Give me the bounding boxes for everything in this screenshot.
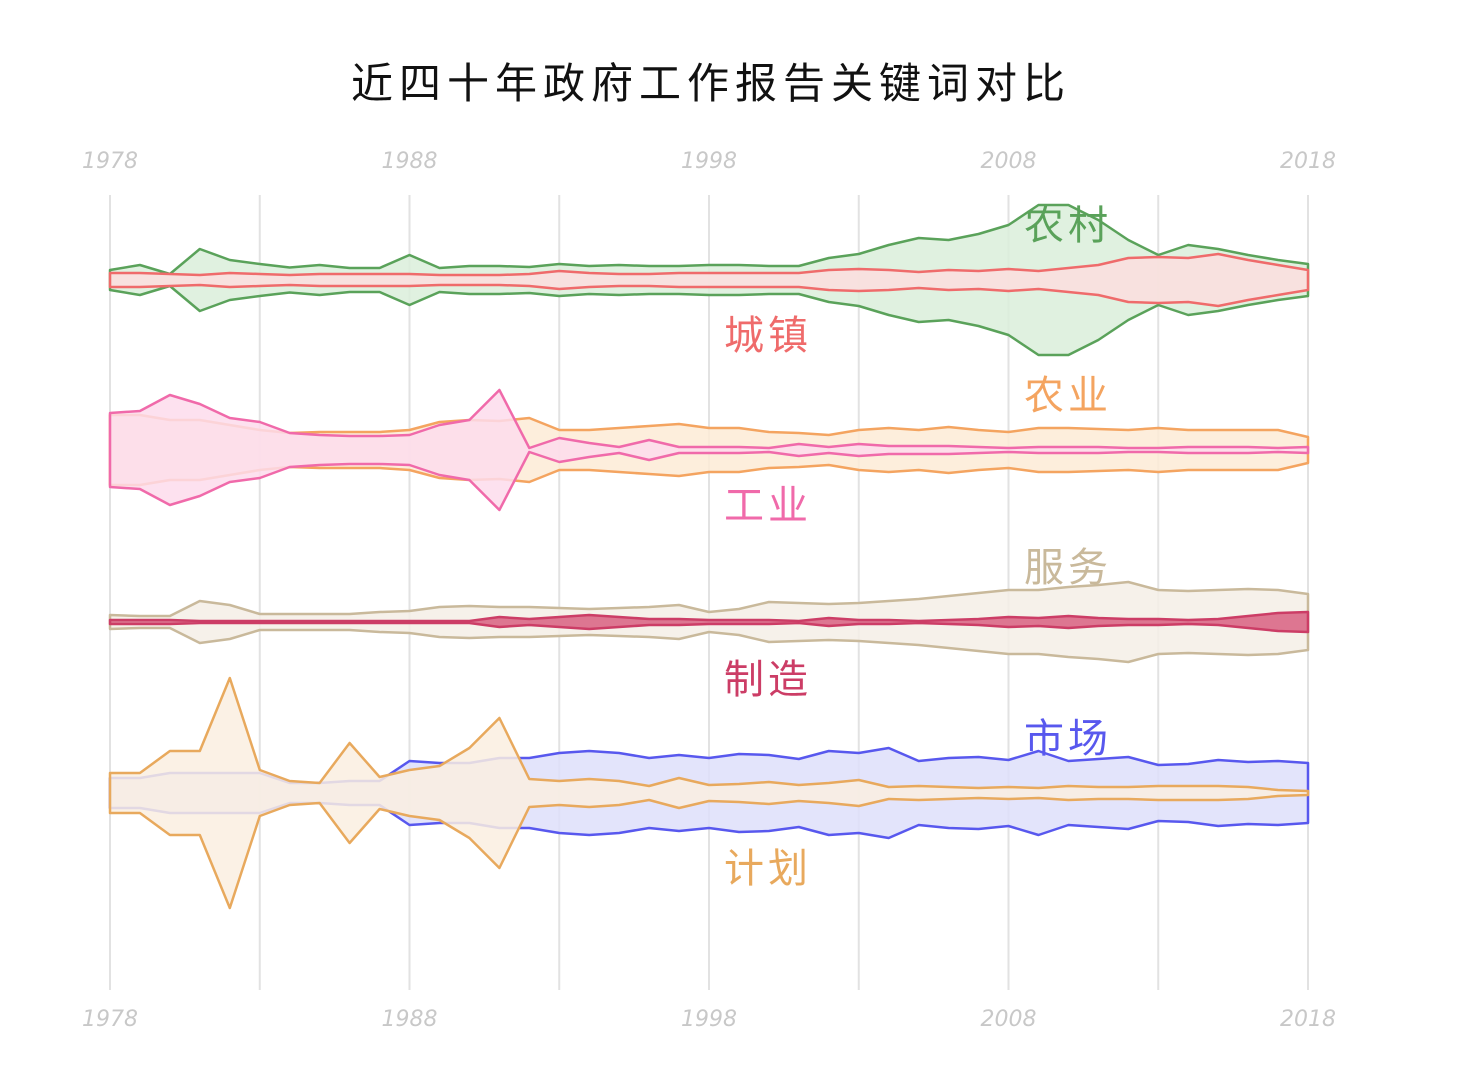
series-label: 工业	[724, 483, 812, 529]
stream-group	[108, 580, 1310, 664]
series-label: 市场	[1024, 716, 1112, 762]
x-tick-label-top: 2008	[981, 149, 1037, 174]
series-label: 农村	[1024, 203, 1112, 249]
stream-城镇	[108, 252, 1310, 308]
stream-group	[108, 676, 1310, 910]
bottom-axis: 1978 1988 1998 2008 2018	[82, 1007, 1336, 1032]
series-label: 农业	[1024, 373, 1112, 419]
x-tick-label-bottom: 1978	[82, 1007, 138, 1032]
series-label: 城镇	[724, 313, 812, 359]
x-tick-label-top: 1978	[82, 149, 138, 174]
stream-group	[108, 388, 1310, 512]
x-tick-label-top: 2018	[1280, 149, 1336, 174]
x-tick-label-top: 1988	[382, 149, 438, 174]
areas	[108, 203, 1310, 910]
x-tick-label-bottom: 1998	[681, 1007, 737, 1032]
series-label: 服务	[1024, 545, 1112, 591]
stream-group	[108, 203, 1310, 357]
stream-工业	[108, 388, 1310, 512]
stream-计划	[108, 676, 1310, 910]
x-tick-label-bottom: 2008	[981, 1007, 1037, 1032]
x-tick-label-top: 1998	[681, 149, 737, 174]
x-tick-label-bottom: 1988	[382, 1007, 438, 1032]
top-axis: 1978 1988 1998 2008 2018	[82, 149, 1336, 174]
x-tick-label-bottom: 2018	[1280, 1007, 1336, 1032]
series-label: 计划	[724, 846, 812, 892]
series-label: 制造	[724, 657, 812, 703]
stream-制造	[108, 610, 1310, 634]
grid-lines	[109, 195, 1309, 990]
chart-title: 近四十年政府工作报告关键词对比	[350, 59, 1071, 108]
